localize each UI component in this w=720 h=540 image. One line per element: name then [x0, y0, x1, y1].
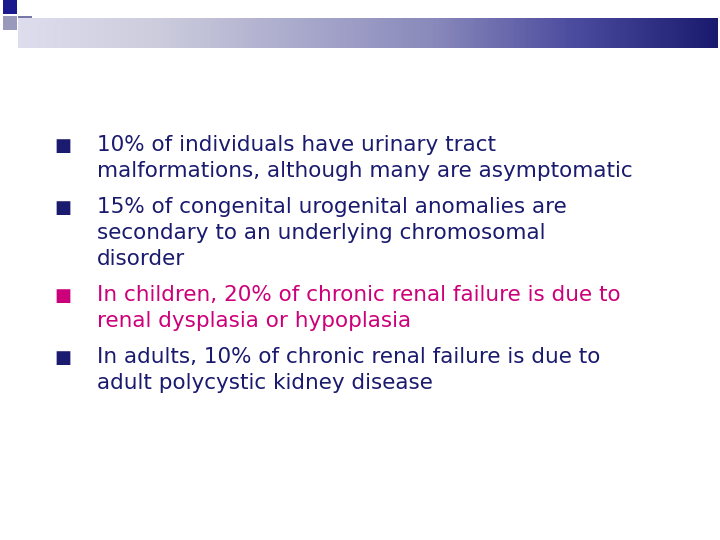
Text: 10% of individuals have urinary tract: 10% of individuals have urinary tract — [97, 135, 496, 155]
Text: ■: ■ — [54, 349, 71, 367]
Text: In children, 20% of chronic renal failure is due to: In children, 20% of chronic renal failur… — [97, 285, 621, 305]
Text: 15% of congenital urogenital anomalies are: 15% of congenital urogenital anomalies a… — [97, 197, 567, 217]
Text: secondary to an underlying chromosomal: secondary to an underlying chromosomal — [97, 223, 546, 243]
Text: renal dysplasia or hypoplasia: renal dysplasia or hypoplasia — [97, 311, 411, 331]
Bar — [3, 16, 17, 30]
Text: ■: ■ — [54, 137, 71, 155]
Text: In adults, 10% of chronic renal failure is due to: In adults, 10% of chronic renal failure … — [97, 347, 600, 367]
Bar — [3, 0, 17, 14]
Text: malformations, although many are asymptomatic: malformations, although many are asympto… — [97, 161, 633, 181]
Text: ■: ■ — [54, 287, 71, 305]
Text: disorder: disorder — [97, 249, 186, 269]
Text: adult polycystic kidney disease: adult polycystic kidney disease — [97, 373, 433, 393]
Text: ■: ■ — [54, 199, 71, 217]
Bar — [18, 16, 32, 30]
